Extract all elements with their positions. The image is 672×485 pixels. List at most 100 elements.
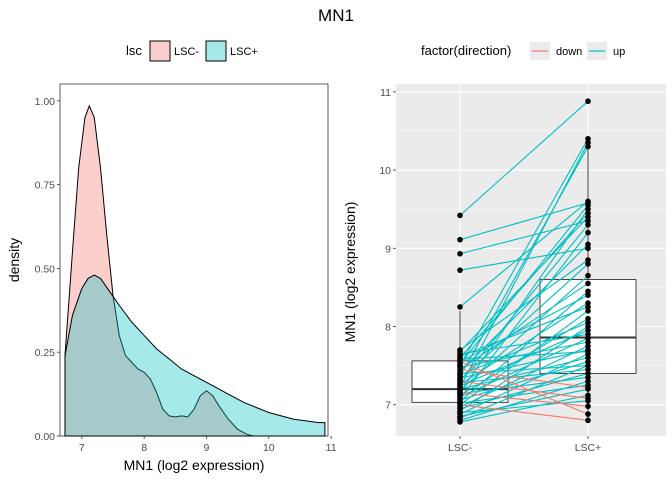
density-panel-border: [59, 83, 329, 437]
data-point-lsc-pos: [585, 319, 591, 326]
pair-line-up: [459, 306, 589, 357]
pair-line-up: [459, 361, 589, 401]
pair-line-up: [459, 247, 589, 271]
data-point-lsc-pos: [585, 374, 591, 381]
data-point-lsc-pos: [585, 292, 591, 299]
legend-label-lsc-neg: LSC-: [174, 46, 199, 58]
pair-line-up: [459, 368, 589, 384]
data-point-lsc-pos: [585, 327, 591, 334]
legend-lsc: lsc LSC- LSC+: [126, 40, 258, 62]
data-point-lsc-pos: [585, 206, 591, 212]
data-point-lsc-pos: [585, 343, 591, 349]
density-x-tick-label: 10: [263, 442, 275, 454]
pair-line-up: [459, 350, 589, 360]
pair-line-up: [459, 259, 589, 351]
legend-label-up: up: [613, 46, 625, 58]
pair-line-down: [459, 361, 589, 415]
data-point-lsc-pos: [585, 362, 591, 369]
pair-line-up: [459, 337, 589, 398]
paired-box-x-ticks: LSC- LSC+: [448, 436, 601, 454]
data-point-lsc-pos: [585, 304, 591, 310]
density-y-tick-label: 0.25: [35, 347, 56, 359]
data-point-lsc-neg: [457, 250, 463, 257]
pair-line-up: [459, 200, 589, 308]
data-point-lsc-neg: [457, 236, 463, 243]
density-y-tick-label: 0.50: [35, 263, 56, 275]
pair-line-up: [459, 138, 589, 366]
pair-line-up: [459, 275, 589, 392]
paired-box-y-axis-label: MN1 (log2 expression): [342, 202, 358, 343]
density-x-ticks: 7 8 9 10 11: [79, 436, 337, 454]
pair-line-up: [459, 329, 589, 387]
data-point-lsc-pos: [585, 288, 591, 295]
density-y-tick-label: 0.00: [35, 431, 56, 443]
pair-line-up: [459, 349, 589, 379]
pair-line-up: [459, 212, 589, 359]
data-point-lsc-pos: [585, 229, 591, 236]
pair-line-up: [459, 263, 589, 381]
density-x-tick-label: 11: [326, 442, 337, 454]
density-x-tick-label: 9: [204, 442, 210, 454]
paired-box-y-ticks: 7 8 9 10 11: [379, 87, 396, 412]
data-point-lsc-pos: [585, 339, 591, 345]
data-point-lsc-neg: [457, 347, 463, 353]
density-panel: 0.00 0.25 0.50 0.75 1.00 7 8 9 10 11 MN1 (log2 e…: [6, 83, 337, 473]
legend-key-lsc-pos: [205, 40, 227, 62]
pair-line-down: [459, 392, 589, 407]
data-point-lsc-neg: [457, 304, 463, 310]
data-point-lsc-pos: [585, 403, 591, 410]
paired-y-tick-label: 10: [379, 165, 391, 177]
data-point-lsc-pos: [585, 417, 591, 424]
density-y-tick-label: 1.00: [35, 96, 56, 108]
pair-line-up: [459, 388, 589, 417]
data-point-lsc-pos: [585, 241, 591, 248]
pair-line-up: [459, 322, 589, 376]
data-point-lsc-pos: [585, 315, 591, 322]
chart-title: MN1: [318, 6, 354, 25]
data-point-lsc-pos: [585, 210, 591, 216]
pair-line-down: [459, 368, 589, 389]
paired-x-tick-label: LSC+: [575, 442, 602, 454]
density-x-axis-label: MN1 (log2 expression): [124, 457, 265, 473]
data-point-lsc-pos: [585, 378, 591, 385]
legend-label-lsc-pos: LSC+: [230, 46, 258, 58]
legend-lsc-title: lsc: [126, 43, 142, 58]
pair-line-up: [459, 290, 589, 402]
data-point-lsc-neg: [457, 267, 463, 273]
data-point-lsc-pos: [585, 370, 591, 377]
pair-line-up: [459, 283, 589, 370]
pair-line-up: [459, 220, 589, 255]
pair-line-up: [459, 384, 589, 404]
data-point-lsc-pos: [585, 222, 591, 228]
density-area-lsc-pos: [64, 274, 326, 437]
paired-box-panel: 7 8 9 10 11 LSC- LSC+ MN1 (log2 expression): [342, 84, 666, 454]
density-areas: [64, 104, 326, 437]
data-point-lsc-neg: [457, 390, 463, 396]
data-point-lsc-pos: [585, 135, 591, 142]
data-point-lsc-pos: [585, 280, 591, 287]
paired-y-tick-label: 9: [385, 243, 391, 255]
data-point-lsc-pos: [585, 272, 591, 279]
density-x-tick-label: 8: [141, 442, 147, 454]
pair-line-up: [459, 202, 589, 241]
pair-line-up: [459, 142, 589, 388]
paired-y-tick-label: 8: [385, 321, 391, 333]
data-point-lsc-pos: [585, 358, 591, 365]
pair-line-up: [459, 216, 589, 352]
data-point-lsc-pos: [585, 245, 591, 252]
data-point-lsc-pos: [585, 308, 591, 314]
data-point-lsc-pos: [585, 411, 591, 417]
pair-line-up: [459, 365, 589, 419]
data-point-lsc-pos: [585, 139, 591, 146]
data-point-lsc-pos: [585, 366, 591, 373]
data-points: [457, 98, 591, 425]
data-point-lsc-pos: [585, 214, 591, 220]
data-point-lsc-neg: [457, 212, 463, 219]
data-point-lsc-pos: [585, 261, 591, 267]
legend-key-lsc-neg: [149, 40, 171, 62]
data-point-lsc-pos: [585, 218, 591, 224]
paired-y-tick-label: 7: [385, 400, 391, 412]
paired-lines: [459, 100, 589, 423]
